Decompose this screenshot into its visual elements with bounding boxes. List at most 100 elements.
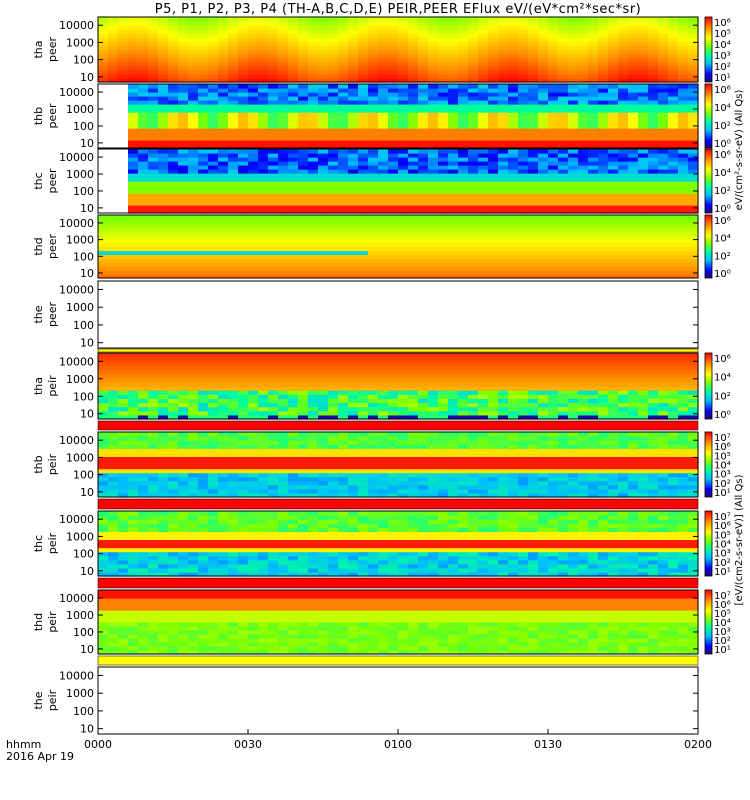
heatmap-cell — [468, 177, 479, 182]
heatmap-cell — [228, 149, 239, 154]
heatmap-cell — [268, 65, 279, 71]
heatmap-cell — [548, 394, 559, 399]
heatmap-cell — [408, 57, 419, 63]
heatmap-cell — [148, 189, 159, 194]
heatmap-cell — [618, 230, 629, 236]
heatmap-cell — [538, 381, 549, 387]
heatmap-cell — [208, 361, 219, 366]
heatmap-cell — [558, 365, 569, 371]
heatmap-cell — [618, 254, 629, 259]
heatmap-cell — [668, 165, 679, 170]
heatmap-cell — [628, 357, 639, 362]
heatmap-cell — [128, 49, 139, 55]
heatmap-cell — [288, 104, 299, 109]
heatmap-cell — [148, 226, 159, 232]
heatmap-cell — [148, 120, 159, 125]
heatmap-cell — [548, 25, 559, 30]
heatmap-cell — [668, 414, 679, 420]
heatmap-cell — [328, 96, 339, 101]
heatmap-cell — [678, 361, 689, 366]
heatmap-cell — [488, 181, 499, 186]
heatmap-cell — [268, 189, 279, 194]
heatmap-cell — [358, 136, 369, 141]
heatmap-cell — [228, 73, 239, 79]
heatmap-cell — [388, 218, 399, 224]
heatmap-cell — [268, 157, 279, 162]
heatmap-cell — [558, 369, 569, 375]
heatmap-cell — [668, 153, 679, 158]
heatmap-cell — [128, 390, 139, 395]
heatmap-cell — [388, 157, 399, 162]
heatmap-cell — [318, 45, 329, 51]
heatmap-cell — [578, 181, 589, 186]
heatmap-cell — [348, 365, 359, 371]
heatmap-cell — [538, 238, 549, 244]
heatmap-cell — [138, 88, 149, 93]
heatmap-cell — [348, 222, 359, 228]
heatmap-cell — [608, 246, 619, 252]
heatmap-cell — [228, 242, 239, 248]
heatmap-cell — [198, 169, 209, 174]
heatmap-cell — [608, 390, 619, 395]
heatmap-cell — [108, 254, 119, 259]
heatmap-cell — [418, 242, 429, 248]
heatmap-cell — [418, 104, 429, 109]
heatmap-cell — [208, 37, 219, 42]
heatmap-cell — [378, 222, 389, 228]
heatmap-cell — [428, 49, 439, 55]
heatmap-cell — [458, 201, 469, 206]
heatmap-cell — [478, 169, 489, 174]
heatmap-cell — [188, 61, 199, 67]
heatmap-cell — [218, 124, 229, 129]
heatmap-cell — [138, 201, 149, 206]
heatmap-cell — [528, 25, 539, 30]
heatmap-cell — [478, 45, 489, 51]
heatmap-cell — [618, 373, 629, 379]
heatmap-cell — [408, 53, 419, 59]
heatmap-cell — [148, 69, 159, 75]
heatmap-cell — [468, 361, 479, 366]
heatmap-cell — [478, 161, 489, 166]
heatmap-cell — [668, 406, 679, 412]
heatmap-cell — [668, 410, 679, 416]
heatmap-cell — [648, 234, 659, 240]
heatmap-cell — [658, 45, 669, 51]
heatmap-cell — [668, 222, 679, 228]
heatmap-cell — [348, 53, 359, 59]
heatmap-cell — [138, 460, 149, 466]
heatmap-cell — [388, 250, 399, 255]
heatmap-cell — [408, 165, 419, 170]
heatmap-cell — [408, 193, 419, 198]
heatmap-cell — [218, 96, 229, 101]
heatmap-cell — [458, 209, 469, 214]
heatmap-cell — [638, 61, 649, 67]
heatmap-cell — [158, 258, 169, 263]
heatmap-cell — [388, 274, 399, 279]
heatmap-cell — [238, 120, 249, 125]
heatmap-cell — [668, 361, 679, 366]
heatmap-cell — [518, 116, 529, 121]
heatmap-cell — [188, 390, 199, 395]
heatmap-cell — [558, 136, 569, 141]
heatmap-cell — [348, 406, 359, 412]
heatmap-cell — [348, 242, 359, 248]
heatmap-cell — [158, 173, 169, 178]
heatmap-cell — [518, 274, 529, 279]
heatmap-cell — [158, 472, 169, 478]
heatmap-cell — [258, 124, 269, 129]
heatmap-cell — [308, 84, 319, 89]
heatmap-cell — [318, 274, 329, 279]
heatmap-cell — [648, 144, 659, 149]
heatmap-cell — [348, 173, 359, 178]
heatmap-cell — [428, 77, 439, 83]
heatmap-cell — [468, 92, 479, 97]
heatmap-cell — [148, 353, 159, 358]
heatmap-cell — [148, 488, 159, 494]
heatmap-cell — [618, 173, 629, 178]
heatmap-cell — [558, 377, 569, 383]
heatmap-cell — [158, 456, 169, 462]
heatmap-cell — [278, 45, 289, 51]
heatmap-cell — [428, 157, 439, 162]
heatmap-cell — [528, 357, 539, 362]
heatmap-cell — [298, 215, 309, 220]
